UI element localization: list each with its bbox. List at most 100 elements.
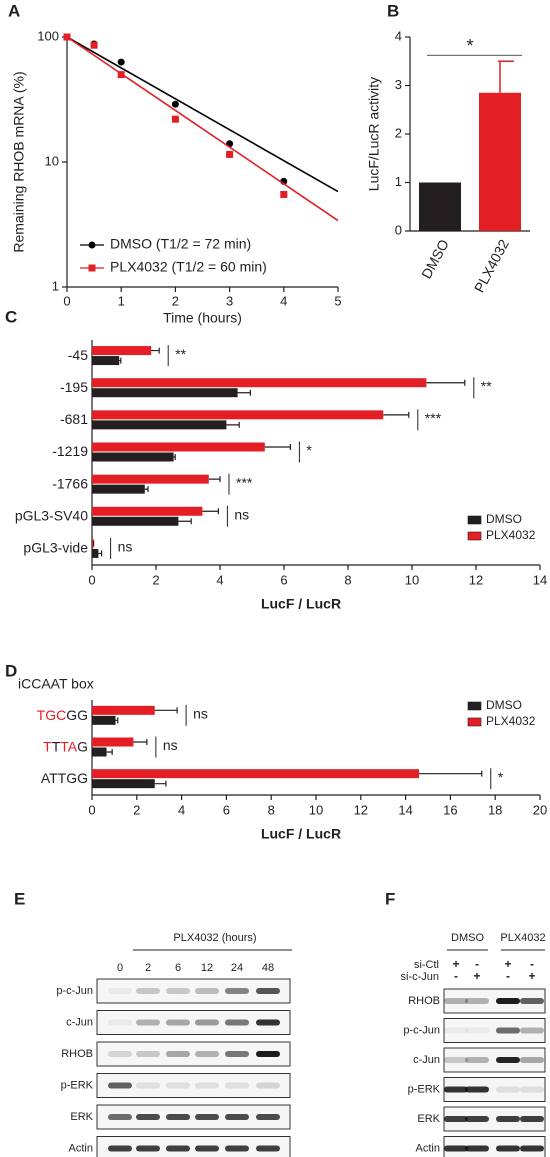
- lane-label: 2: [145, 962, 151, 974]
- category-label: pGL3-vide: [23, 540, 88, 556]
- bar: [92, 769, 420, 779]
- significance: ns: [118, 539, 133, 555]
- blot-band: [166, 1114, 190, 1120]
- x-tick-label: 6: [223, 802, 230, 817]
- blot-band: [465, 1145, 489, 1152]
- x-tick-label: DMSO: [418, 237, 452, 282]
- blot-row-label: p-c-Jun: [403, 1024, 440, 1036]
- category-label: -681: [60, 411, 88, 427]
- error-bar: [419, 770, 483, 777]
- y-tick-label: 2: [395, 125, 402, 140]
- blot-band: [136, 1082, 160, 1089]
- y-tick-label: 10: [45, 153, 59, 168]
- blot-band: [136, 1051, 160, 1057]
- data-point: [171, 115, 179, 123]
- blot-band: [108, 1082, 132, 1089]
- significance: ***: [425, 410, 442, 426]
- bar: [92, 506, 203, 516]
- blot-frame: [443, 1018, 546, 1043]
- category-segment: G: [77, 738, 88, 754]
- blot-band: [520, 1086, 544, 1093]
- bar: [92, 779, 155, 789]
- y-tick-label: 100: [37, 28, 59, 43]
- x-tick-label: 20: [533, 802, 547, 817]
- significance: *: [306, 442, 312, 458]
- x-tick-label: 12: [469, 572, 483, 587]
- x-tick-label: PLX4032: [471, 236, 512, 295]
- legend-swatch: [467, 701, 482, 711]
- blot-row-label: RHOB: [408, 995, 440, 1007]
- x-tick-label: 5: [334, 293, 341, 308]
- blot-band: [225, 1019, 249, 1026]
- blot-band: [136, 1145, 160, 1152]
- blot-band: [256, 1145, 280, 1152]
- lane-label: 48: [262, 962, 274, 974]
- blot-row-label: ERK: [417, 1113, 440, 1125]
- x-tick-label: 10: [405, 572, 419, 587]
- blot-band: [465, 1027, 489, 1034]
- category-label: ATTGG: [41, 770, 88, 786]
- significance: **: [175, 346, 186, 362]
- blot-band: [195, 988, 219, 994]
- bar: [419, 182, 461, 231]
- x-tick-label: 8: [268, 802, 275, 817]
- x-tick-label: 0: [88, 572, 95, 587]
- category-segment: GG: [66, 707, 88, 723]
- error-bar: [115, 717, 119, 724]
- blot-band: [465, 1057, 489, 1063]
- blot-band: [136, 1019, 160, 1026]
- blot-band: [225, 1114, 249, 1120]
- bar: [92, 378, 427, 388]
- blot-band: [496, 1116, 520, 1122]
- data-point: [90, 41, 98, 49]
- blot-band: [256, 988, 280, 994]
- legend-swatch: [467, 717, 482, 727]
- blot-band: [520, 998, 544, 1004]
- blot-row-label: ERK: [70, 1111, 93, 1123]
- significance: **: [481, 378, 492, 394]
- bar: [92, 705, 155, 715]
- x-tick-label: 10: [309, 802, 323, 817]
- x-tick-label: 4: [280, 293, 287, 308]
- blot-band: [166, 1082, 190, 1089]
- condition-sign: +: [473, 969, 480, 983]
- significance: ns: [163, 737, 178, 753]
- x-tick-label: 0: [88, 802, 95, 817]
- condition-sign: -: [475, 957, 479, 971]
- legend-label: DMSO: [486, 698, 522, 712]
- blot-band: [195, 1145, 219, 1152]
- category-label: pGL3-SV40: [15, 507, 88, 523]
- x-tick-label: 4: [178, 802, 185, 817]
- blot-row-label: c-Jun: [413, 1054, 440, 1066]
- y-tick-label: 1: [52, 278, 59, 293]
- legend-label: PLX4032: [486, 528, 536, 542]
- significance: *: [498, 769, 504, 785]
- blot-band: [444, 1057, 468, 1063]
- x-tick-label: 14: [533, 572, 547, 587]
- blot-band: [108, 1114, 132, 1120]
- legend-label: PLX4032 (T1/2 = 60 min): [110, 259, 267, 275]
- blot-band: [520, 1027, 544, 1034]
- blot-row-label: Actin: [416, 1142, 440, 1154]
- blot-row-label: p-ERK: [61, 1079, 94, 1091]
- x-tick-label: 6: [280, 572, 287, 587]
- x-axis-label: LucF / LucR: [261, 596, 341, 612]
- blot-band: [256, 1019, 280, 1026]
- panel-letter: E: [14, 889, 25, 908]
- category-label: TTTAG: [43, 738, 88, 754]
- blot-band: [520, 1145, 544, 1152]
- error-bar: [226, 421, 240, 428]
- y-tick-label: 4: [395, 28, 402, 43]
- blot-band: [195, 1114, 219, 1120]
- x-tick-label: 2: [172, 293, 179, 308]
- blot-row-label: p-ERK: [408, 1083, 441, 1095]
- condition-label: si-c-Jun: [400, 971, 439, 983]
- condition-label: si-Ctl: [414, 959, 439, 971]
- blot-band: [520, 1116, 544, 1122]
- condition-sign: -: [506, 969, 510, 983]
- blot-band: [225, 1051, 249, 1057]
- lane-label: 0: [117, 962, 123, 974]
- bar: [479, 92, 521, 232]
- error-bar: [264, 444, 291, 450]
- bar: [92, 442, 265, 452]
